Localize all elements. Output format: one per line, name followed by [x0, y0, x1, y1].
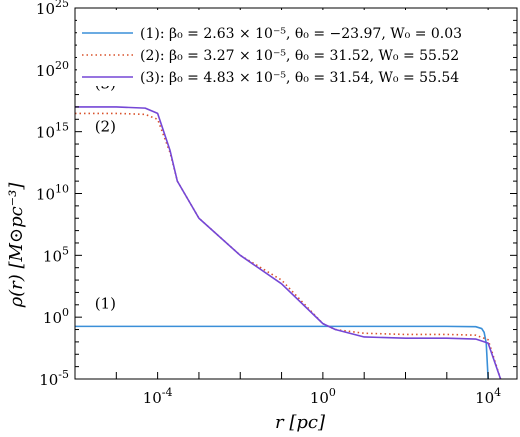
- series-line-1: [75, 325, 489, 379]
- y-tick-label: 10-5: [39, 368, 69, 389]
- legend-label-3: (3): β₀ = 4.83 × 10⁻⁵, θ₀ = 31.54, W₀ = …: [140, 70, 459, 86]
- legend: (1): β₀ = 2.63 × 10⁻⁵, θ₀ = −23.97, W₀ =…: [77, 10, 507, 86]
- y-tick-label: 105: [43, 244, 69, 265]
- series-line-2: [75, 112, 502, 379]
- series-line-3: [75, 106, 502, 379]
- legend-label-2: (2): β₀ = 3.27 × 10⁻⁵, θ₀ = 31.52, W₀ = …: [140, 48, 459, 64]
- plot-lines: [75, 106, 502, 379]
- annotations: (3)(2)(1): [95, 75, 116, 313]
- x-tick-label: 100: [310, 386, 336, 407]
- y-axis-label-text: ρ(r) [M⊙pc⁻³]: [6, 182, 27, 309]
- y-tick-label: 1010: [36, 183, 69, 204]
- curve-annotation-2: (2): [95, 118, 116, 136]
- curve-annotation-3: (1): [95, 295, 116, 313]
- x-axis-label: r [pc]: [275, 412, 326, 433]
- legend-label-1: (1): β₀ = 2.63 × 10⁻⁵, θ₀ = −23.97, W₀ =…: [140, 26, 462, 42]
- tick-labels: 10-4 100 104 10-5 100 105 1010 1015 1020 1025: [36, 0, 501, 407]
- y-tick-label: 100: [43, 306, 69, 327]
- plot-frame: [74, 7, 518, 380]
- y-axis-label: ρ(r) [M⊙pc⁻³]: [6, 182, 27, 309]
- y-tick-label: 1015: [36, 121, 69, 142]
- legend-box: [77, 10, 507, 86]
- y-tick-label: 1025: [36, 0, 69, 18]
- x-tick-label: 10-4: [143, 386, 173, 407]
- y-tick-label: 1020: [36, 59, 69, 80]
- x-tick-label: 104: [475, 386, 501, 407]
